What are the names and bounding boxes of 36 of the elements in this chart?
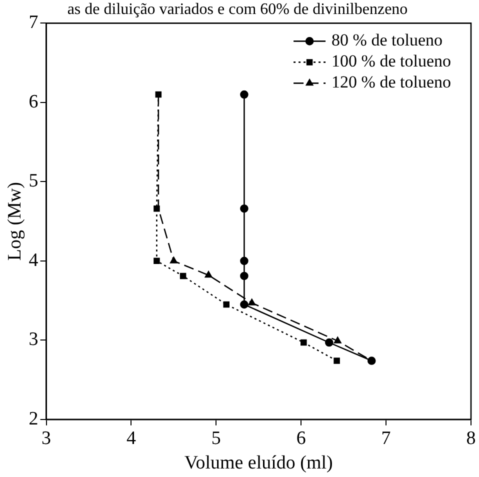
point xyxy=(240,90,248,99)
y-tick-label: 3 xyxy=(28,329,38,350)
point xyxy=(180,272,186,280)
x-tick-label: 3 xyxy=(42,428,52,449)
legend-label: 120 % de tolueno xyxy=(332,72,452,92)
legend-label: 80 % de tolueno xyxy=(332,30,443,50)
point xyxy=(334,358,340,364)
point xyxy=(170,256,178,264)
y-axis-title: Log (Mw) xyxy=(4,182,26,261)
point xyxy=(154,205,160,212)
y-tick-label: 6 xyxy=(28,91,38,112)
point xyxy=(155,91,162,98)
x-tick-label: 4 xyxy=(126,428,136,449)
x-tick-label: 6 xyxy=(296,428,306,449)
x-tick-label: 5 xyxy=(211,428,221,449)
point xyxy=(367,356,376,365)
point xyxy=(240,204,248,213)
y-tick-label: 4 xyxy=(28,250,39,271)
point xyxy=(334,336,342,344)
point xyxy=(248,298,256,306)
y-tick-label: 5 xyxy=(28,170,38,192)
y-tick-label: 7 xyxy=(28,12,38,34)
point xyxy=(223,301,230,308)
chart-title: as de diluição variados e com 60% de divinilbenzeno xyxy=(67,0,408,18)
point xyxy=(204,271,212,278)
y-tick-label: 2 xyxy=(28,408,38,430)
point xyxy=(240,300,248,309)
point xyxy=(240,256,248,266)
x-axis-title: Volume eluído (ml) xyxy=(184,452,333,474)
x-tick-label: 8 xyxy=(466,428,476,449)
point xyxy=(154,258,160,264)
point xyxy=(300,339,307,346)
legend-label: 100 % de tolueno xyxy=(332,52,452,71)
x-tick-label: 7 xyxy=(381,428,391,449)
point xyxy=(325,338,334,347)
point xyxy=(240,272,248,280)
